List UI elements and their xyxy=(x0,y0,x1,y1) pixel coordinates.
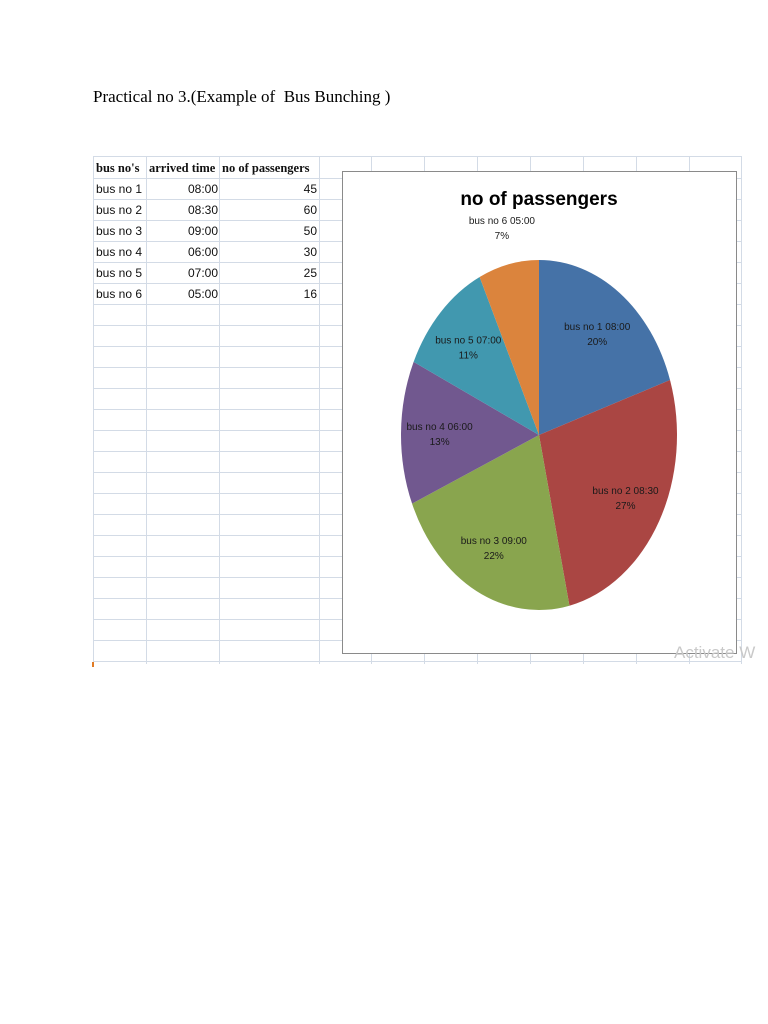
slice-category-label: bus no 6 05:00 xyxy=(469,216,536,227)
table-cell[interactable]: 05:00 xyxy=(187,287,218,301)
table-cell[interactable]: bus no 5 xyxy=(96,266,143,280)
pie-slice[interactable] xyxy=(539,380,678,606)
pie-slice[interactable] xyxy=(413,277,539,435)
slice-percent-label: 20% xyxy=(587,337,607,348)
table-cell[interactable]: 08:00 xyxy=(187,182,218,196)
table-cell[interactable]: 25 xyxy=(303,266,317,280)
pie-chart[interactable]: no of passengers bus no 1 08:00 20% bus no… xyxy=(342,171,737,654)
slice-category-label: bus no 5 07:00 xyxy=(435,336,502,347)
table-header-passengers[interactable]: no of passengers xyxy=(222,161,310,175)
table-cell[interactable]: 45 xyxy=(303,182,317,196)
pie-slice[interactable] xyxy=(479,260,539,435)
table-header-arrived[interactable]: arrived time xyxy=(149,161,216,175)
table-cell[interactable]: 06:00 xyxy=(187,245,218,259)
slice-percent-label: 11% xyxy=(459,351,478,362)
table-cell[interactable]: bus no 1 xyxy=(96,182,143,196)
table-cell[interactable]: bus no 2 xyxy=(96,203,143,217)
activation-watermark: Activate W xyxy=(674,643,756,662)
table-cell[interactable]: 16 xyxy=(303,287,317,301)
slice-category-label: bus no 4 06:00 xyxy=(407,422,474,433)
grid-line xyxy=(93,661,742,662)
table-cell[interactable]: 30 xyxy=(303,245,317,259)
table-cell[interactable]: bus no 4 xyxy=(96,245,143,259)
slice-category-label: bus no 2 08:30 xyxy=(592,486,659,497)
table-cell[interactable]: 09:00 xyxy=(187,224,218,238)
pie-slice[interactable] xyxy=(412,435,570,611)
slice-percent-label: 22% xyxy=(484,551,504,562)
slice-category-label: bus no 3 09:00 xyxy=(461,536,528,547)
grid-line xyxy=(219,156,220,664)
grid-line xyxy=(146,156,147,664)
chart-title: no of passengers xyxy=(460,189,617,210)
pie-slice[interactable] xyxy=(401,361,539,504)
grid-line xyxy=(319,156,320,664)
grid-line xyxy=(741,156,742,664)
table-cell[interactable]: bus no 6 xyxy=(96,287,143,301)
slice-percent-label: 27% xyxy=(615,501,635,512)
table-cell[interactable]: 07:00 xyxy=(187,266,218,280)
pie-chart-canvas: no of passengers bus no 1 08:00 20% bus no… xyxy=(401,189,678,611)
grid-line xyxy=(93,156,742,157)
grid-line xyxy=(93,156,94,664)
slice-percent-label: 7% xyxy=(495,231,510,242)
table-header-bus[interactable]: bus no's xyxy=(96,161,140,175)
table-cell[interactable]: bus no 3 xyxy=(96,224,143,238)
pie-slice[interactable] xyxy=(539,260,671,435)
slice-percent-label: 13% xyxy=(430,437,450,448)
table-cell[interactable]: 50 xyxy=(303,224,317,238)
table-cell[interactable]: 60 xyxy=(303,203,317,217)
cell-marker xyxy=(92,662,94,667)
table-cell[interactable]: 08:30 xyxy=(187,203,218,217)
slice-category-label: bus no 1 08:00 xyxy=(564,322,631,333)
document-title: Practical no 3.(Example of Bus Bunching … xyxy=(93,87,391,106)
